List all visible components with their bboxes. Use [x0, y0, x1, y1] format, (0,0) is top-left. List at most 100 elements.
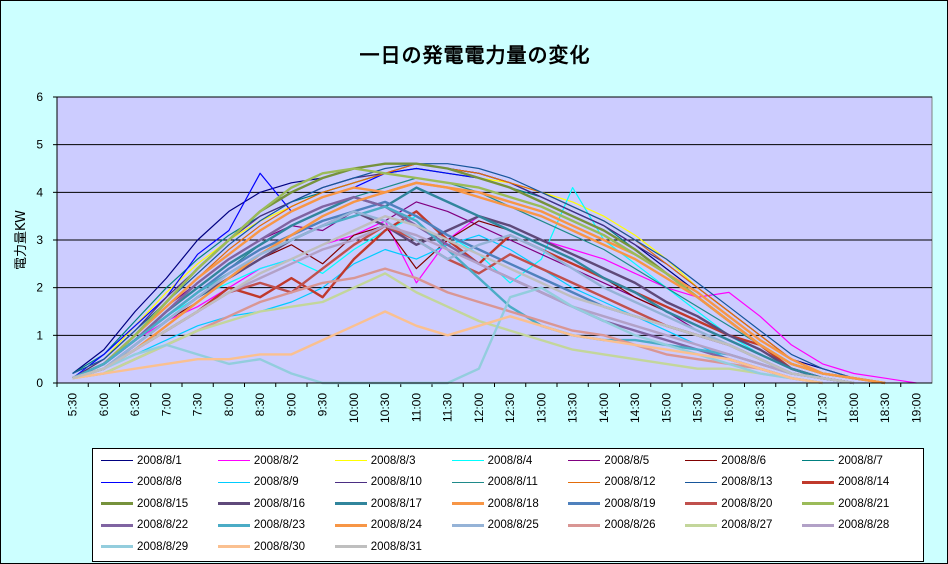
- legend-label: 2008/8/27: [721, 519, 773, 532]
- legend-item: 2008/8/23: [217, 518, 335, 533]
- x-tick-label: 7:30: [191, 393, 205, 417]
- x-axis-ticks: 5:30 6:00 6:30 7:00 7:30 8:00 8:30 9:00 9:30 10:0…: [56, 383, 923, 423]
- x-tick-label: 17:00: [784, 393, 798, 423]
- legend-item: 2008/8/26: [568, 518, 685, 533]
- legend-swatch: [802, 460, 835, 461]
- legend-label: 2008/8/3: [370, 454, 416, 467]
- legend-label: 2008/8/2: [253, 454, 299, 467]
- legend-swatch: [685, 460, 718, 461]
- legend-item: 2008/8/20: [685, 496, 802, 511]
- legend-item: 2008/8/30: [217, 539, 335, 554]
- legend-item: 2008/8/22: [101, 518, 218, 533]
- legend-swatch: [101, 545, 133, 549]
- legend-label: 2008/8/29: [137, 540, 189, 553]
- legend-item: 2008/8/31: [334, 539, 452, 554]
- series-line: [72, 272, 823, 385]
- legend-swatch: [101, 502, 133, 506]
- legend-item: 2008/8/8: [101, 475, 218, 490]
- y-tick-label: 0: [36, 376, 43, 390]
- legend-label: 2008/8/24: [370, 519, 422, 532]
- legend-label: 2008/8/16: [253, 497, 306, 510]
- legend-item: 2008/8/7: [802, 453, 919, 468]
- legend-swatch: [685, 502, 718, 506]
- legend-swatch: [101, 523, 133, 527]
- legend-label: 2008/8/11: [487, 476, 538, 489]
- x-tick-label: 6:30: [128, 393, 142, 417]
- legend-item: 2008/8/18: [451, 496, 569, 511]
- legend-swatch: [334, 523, 367, 527]
- x-tick-label: 15:00: [659, 393, 673, 423]
- legend-swatch: [802, 480, 835, 484]
- legend-item: 2008/8/24: [334, 518, 452, 533]
- legend-label: 2008/8/9: [253, 476, 299, 489]
- x-tick-label: 6:00: [97, 393, 111, 417]
- legend-swatch: [568, 523, 601, 527]
- legend-swatch: [334, 502, 367, 506]
- legend-label: 2008/8/26: [604, 519, 656, 532]
- legend-label: 2008/8/23: [253, 519, 306, 532]
- legend-swatch: [101, 460, 133, 461]
- x-tick-label: 10:00: [347, 393, 361, 423]
- legend-label: 2008/8/6: [721, 454, 767, 467]
- legend-label: 2008/8/12: [604, 476, 656, 489]
- legend: 2008/8/1 2008/8/2 2008/8/3 2008/8/4 2008/8/5…: [92, 448, 924, 562]
- legend-swatch: [101, 481, 133, 483]
- legend-label: 2008/8/1: [137, 454, 182, 467]
- legend-item: 2008/8/13: [685, 475, 802, 490]
- legend-item: 2008/8/25: [451, 518, 569, 533]
- y-tick-label: 2: [36, 281, 43, 295]
- x-tick-label: 11:30: [441, 393, 455, 422]
- x-tick-label: 5:30: [66, 393, 80, 417]
- x-tick-label: 16:30: [753, 393, 767, 423]
- x-tick-label: 11:00: [409, 393, 423, 422]
- x-tick-label: 15:30: [691, 393, 705, 423]
- legend-swatch: [451, 481, 484, 483]
- y-axis-title: 電力量KW: [14, 210, 29, 270]
- legend-swatch: [334, 545, 367, 549]
- legend-item: 2008/8/21: [802, 496, 919, 511]
- legend-label: 2008/8/20: [721, 497, 773, 510]
- chart-svg: 0 1 2 3 4 5 6 5:30 6:00 6:30 7:00 7:30 8:00 8:30 9:00…: [14, 90, 933, 423]
- chart-title: 一日の発電電力量の変化: [359, 43, 591, 67]
- legend-swatch: [217, 481, 250, 483]
- legend-label: 2008/8/7: [838, 454, 883, 467]
- legend-swatch: [451, 502, 484, 506]
- legend-swatch: [802, 502, 835, 506]
- legend-item: 2008/8/11: [451, 475, 569, 490]
- legend-swatch: [217, 523, 250, 527]
- x-tick-label: 13:00: [534, 393, 548, 423]
- legend-swatch: [568, 481, 601, 483]
- legend-label: 2008/8/4: [487, 454, 533, 467]
- legend-swatch: [334, 460, 367, 461]
- legend-swatch: [217, 545, 250, 549]
- x-tick-label: 18:00: [847, 393, 861, 423]
- legend-label: 2008/8/19: [604, 497, 656, 510]
- x-tick-label: 14:00: [597, 393, 611, 423]
- legend-label: 2008/8/31: [370, 540, 422, 553]
- legend-item: 2008/8/28: [802, 518, 919, 533]
- legend-item: 2008/8/12: [568, 475, 685, 490]
- legend-item: 2008/8/16: [217, 496, 335, 511]
- legend-label: 2008/8/8: [137, 476, 182, 489]
- x-tick-label: 13:30: [566, 393, 580, 423]
- y-tick-label: 6: [36, 90, 43, 104]
- legend-label: 2008/8/17: [370, 497, 422, 510]
- x-tick-label: 12:00: [472, 393, 486, 423]
- legend-label: 2008/8/28: [838, 519, 890, 532]
- legend-item: 2008/8/3: [334, 453, 452, 468]
- x-tick-label: 8:00: [222, 393, 236, 417]
- x-tick-label: 7:00: [159, 393, 173, 417]
- legend-item: 2008/8/6: [685, 453, 802, 468]
- x-tick-label: 8:30: [253, 393, 267, 417]
- x-tick-label: 9:00: [284, 393, 298, 417]
- legend-item: 2008/8/9: [217, 475, 335, 490]
- legend-swatch: [568, 502, 601, 506]
- legend-item: 2008/8/29: [101, 539, 218, 554]
- legend-label: 2008/8/18: [487, 497, 539, 510]
- legend-swatch: [451, 523, 484, 527]
- y-tick-label: 5: [36, 138, 43, 152]
- legend-label: 2008/8/22: [137, 519, 189, 532]
- y-tick-label: 4: [36, 185, 43, 199]
- series-line: [72, 186, 855, 385]
